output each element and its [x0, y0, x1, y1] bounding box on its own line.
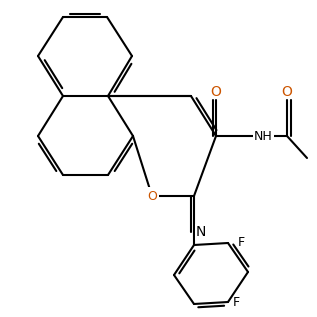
Text: F: F — [233, 295, 240, 308]
Text: F: F — [238, 236, 245, 249]
Text: O: O — [281, 85, 293, 99]
Text: NH: NH — [254, 130, 273, 143]
Text: N: N — [196, 225, 206, 239]
Text: O: O — [147, 190, 157, 203]
Text: O: O — [210, 85, 222, 99]
